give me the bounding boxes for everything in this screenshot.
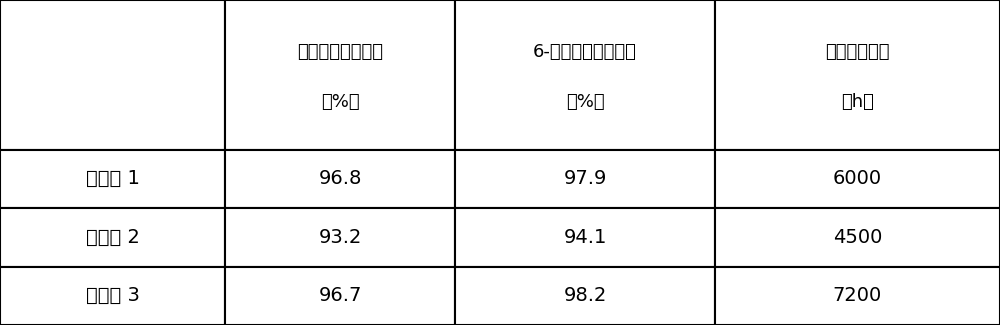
Polygon shape — [715, 150, 1000, 208]
Polygon shape — [455, 208, 715, 266]
Text: （%）: （%） — [321, 93, 359, 110]
Polygon shape — [0, 150, 225, 208]
Text: 实施例 3: 实施例 3 — [86, 286, 139, 305]
Text: 94.1: 94.1 — [563, 228, 607, 247]
Text: 6-氨基己腈的选择性: 6-氨基己腈的选择性 — [533, 43, 637, 61]
Polygon shape — [0, 208, 225, 266]
Text: 实施例 2: 实施例 2 — [86, 228, 139, 247]
Text: 催化剂的寿命: 催化剂的寿命 — [825, 43, 890, 61]
Text: 98.2: 98.2 — [563, 286, 607, 305]
Polygon shape — [225, 0, 455, 150]
Polygon shape — [715, 266, 1000, 325]
Text: 6000: 6000 — [833, 169, 882, 188]
Text: 97.9: 97.9 — [563, 169, 607, 188]
Text: （h）: （h） — [841, 93, 874, 110]
Text: 4500: 4500 — [833, 228, 882, 247]
Text: 93.2: 93.2 — [318, 228, 362, 247]
Text: 96.7: 96.7 — [318, 286, 362, 305]
Polygon shape — [225, 266, 455, 325]
Polygon shape — [715, 0, 1000, 150]
Text: 7200: 7200 — [833, 286, 882, 305]
Text: 96.8: 96.8 — [318, 169, 362, 188]
Polygon shape — [225, 150, 455, 208]
Text: （%）: （%） — [566, 93, 604, 110]
Polygon shape — [455, 0, 715, 150]
Polygon shape — [225, 208, 455, 266]
Text: 己内酰胺的转化率: 己内酰胺的转化率 — [297, 43, 383, 61]
Polygon shape — [0, 266, 225, 325]
Polygon shape — [715, 208, 1000, 266]
Polygon shape — [0, 0, 225, 150]
Text: 实施例 1: 实施例 1 — [86, 169, 139, 188]
Polygon shape — [455, 266, 715, 325]
Polygon shape — [455, 150, 715, 208]
